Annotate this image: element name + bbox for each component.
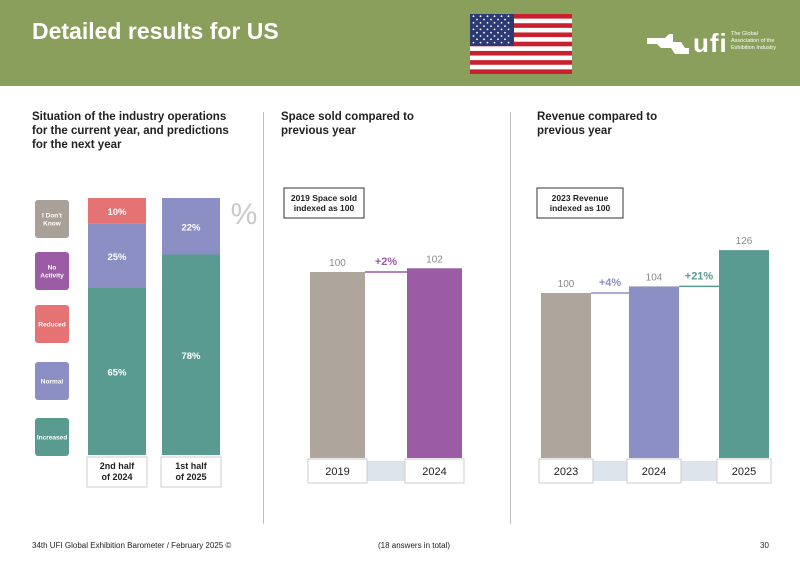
footer-answers: (18 answers in total) bbox=[378, 541, 451, 550]
category-box bbox=[404, 458, 465, 484]
legend-label: Activity bbox=[40, 273, 64, 280]
category-box bbox=[538, 458, 594, 484]
legend-item: Increased bbox=[35, 418, 69, 456]
segment-value-label: 65% bbox=[107, 368, 127, 379]
bar-value-label: 100 bbox=[558, 279, 575, 290]
legend-item: Normal bbox=[35, 362, 69, 400]
legend-label: Normal bbox=[41, 379, 64, 386]
svg-text:indexed as 100: indexed as 100 bbox=[294, 203, 355, 213]
ufi-logo-tagline: The Global Association of the Exhibition… bbox=[731, 31, 776, 51]
index-bar bbox=[407, 268, 462, 458]
change-label: +21% bbox=[685, 270, 714, 282]
legend-swatch bbox=[35, 418, 69, 456]
page-title: Detailed results for US bbox=[32, 18, 279, 44]
operations-section-title: Situation of the industry operations for… bbox=[32, 111, 229, 151]
category-label: 2023 bbox=[554, 466, 578, 478]
change-label: +4% bbox=[599, 277, 622, 289]
index-bar bbox=[541, 293, 591, 458]
legend-swatch bbox=[35, 362, 69, 400]
bar-value-label: 126 bbox=[736, 236, 753, 247]
change-label: +2% bbox=[375, 256, 398, 268]
category-label-box bbox=[160, 456, 222, 488]
page-number: 30 bbox=[760, 541, 769, 550]
segment-value-label: 78% bbox=[181, 351, 201, 362]
ufi-logo-text: ufi bbox=[693, 28, 728, 58]
index-bar bbox=[310, 272, 365, 458]
segment-value-label: 25% bbox=[107, 252, 127, 263]
divider-left bbox=[263, 112, 264, 524]
category-label-box bbox=[86, 456, 148, 488]
svg-text:2019 Space sold: 2019 Space sold bbox=[291, 193, 357, 203]
space-section-title: Space sold compared to previous year bbox=[281, 111, 414, 137]
bar-value-label: 102 bbox=[426, 254, 443, 265]
category-box bbox=[626, 458, 682, 484]
segment-value-label: 22% bbox=[181, 222, 201, 233]
ufi-logo-mark-icon bbox=[647, 34, 689, 54]
stacked-bar-segment bbox=[162, 254, 220, 455]
stacked-bar-segment bbox=[88, 287, 146, 455]
legend-label: Know bbox=[43, 221, 62, 228]
category-label: 2024 bbox=[422, 466, 446, 478]
stacked-bar-segment bbox=[88, 198, 146, 224]
legend-label: No bbox=[48, 265, 57, 272]
legend-swatch bbox=[35, 305, 69, 343]
us-flag-icon bbox=[470, 14, 572, 74]
footer-source: 34th UFI Global Exhibition Barometer / F… bbox=[32, 541, 232, 550]
category-label: 2025 bbox=[732, 466, 756, 478]
category-label: 2019 bbox=[325, 466, 349, 478]
percent-unit-label: % bbox=[231, 198, 258, 231]
ufi-logo: ufi The Global Association of the Exhibi… bbox=[645, 28, 776, 60]
segment-value-label: 10% bbox=[107, 207, 127, 218]
divider-right bbox=[510, 112, 511, 524]
bar-value-label: 104 bbox=[646, 272, 663, 283]
category-label: of 2025 bbox=[175, 472, 206, 482]
index-bar bbox=[629, 286, 679, 458]
svg-text:indexed as 100: indexed as 100 bbox=[550, 203, 611, 213]
category-label: 2nd half bbox=[100, 461, 136, 471]
bar-value-label: 100 bbox=[329, 258, 346, 269]
legend-label: Increased bbox=[37, 435, 67, 442]
category-box bbox=[716, 458, 772, 484]
legend-label: Reduced bbox=[38, 322, 65, 329]
category-box bbox=[307, 458, 368, 484]
legend-swatch bbox=[35, 252, 69, 290]
legend-item: Reduced bbox=[35, 305, 69, 343]
stacked-bar-segment bbox=[162, 198, 220, 255]
index-bar bbox=[719, 250, 769, 458]
category-label: 2024 bbox=[642, 466, 666, 478]
stacked-bar-segment bbox=[88, 223, 146, 288]
revenue-section-title: Revenue compared to previous year bbox=[537, 111, 658, 137]
category-label: of 2024 bbox=[101, 472, 132, 482]
legend-swatch bbox=[35, 200, 69, 238]
category-label: 1st half bbox=[175, 461, 208, 471]
svg-text:2023 Revenue: 2023 Revenue bbox=[552, 193, 609, 203]
legend-label: I Don't bbox=[42, 213, 63, 220]
